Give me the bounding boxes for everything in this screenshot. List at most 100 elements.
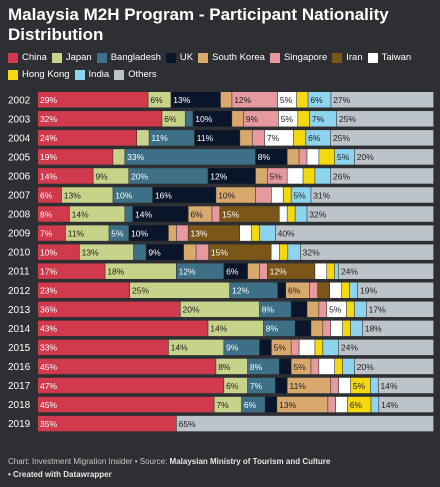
bar-row-2003: 2003 32% 6% 10% 9% 5% 7% 25% bbox=[8, 111, 434, 127]
bar-row-2010: 2010 10% 13% 9% 15% 32% bbox=[8, 244, 434, 260]
y-tick-label: 2010 bbox=[8, 248, 31, 259]
data-label: 5% bbox=[337, 152, 350, 162]
bar-segment-india bbox=[291, 187, 311, 203]
bar-segment-others bbox=[331, 168, 434, 184]
data-label: 11% bbox=[68, 228, 85, 238]
bar-segment-japan bbox=[148, 92, 171, 108]
bar-segment-uk bbox=[194, 130, 240, 146]
footer-source: Malaysian Ministry of Tourism and Cultur… bbox=[169, 457, 331, 466]
bar-segment-china bbox=[38, 225, 66, 241]
bar-row-2009: 2009 7% 11% 5% 10% 13% 40% bbox=[8, 225, 434, 241]
bar-segment-bangladesh bbox=[247, 377, 275, 394]
data-label: 9% bbox=[226, 343, 239, 353]
legend-swatch bbox=[165, 52, 176, 63]
bar-segment-hong-kong bbox=[287, 206, 295, 222]
bar-segment-south-korea bbox=[247, 263, 260, 279]
bar-segment-japan bbox=[130, 282, 230, 298]
bar-segment-china bbox=[38, 396, 214, 413]
bar-segment-south-korea bbox=[311, 320, 323, 337]
legend-item-singapore: Singapore bbox=[269, 51, 327, 64]
bar-segment-others bbox=[358, 282, 434, 298]
bar-segment-singapore bbox=[319, 301, 327, 318]
bar-segment-india bbox=[354, 301, 367, 318]
legend-swatch bbox=[332, 52, 343, 63]
bar-segment-hong-kong bbox=[315, 339, 323, 356]
legend-swatch bbox=[74, 69, 85, 80]
bar-segment-china bbox=[38, 358, 216, 375]
data-label: 18% bbox=[365, 324, 382, 334]
data-label: 5% bbox=[280, 95, 293, 105]
legend-label: Bangladesh bbox=[110, 52, 161, 63]
bar-segment-china bbox=[38, 377, 224, 394]
bar-segment-singapore bbox=[255, 187, 272, 203]
data-label: 26% bbox=[333, 171, 350, 181]
legend-item-japan: Japan bbox=[51, 51, 92, 64]
bar-segment-japan bbox=[208, 320, 264, 337]
data-label: 33% bbox=[127, 152, 144, 162]
bar-segment-uk bbox=[133, 206, 188, 222]
bar-segment-iran bbox=[208, 244, 271, 260]
data-label: 10% bbox=[131, 228, 148, 238]
legend-label: UK bbox=[179, 52, 194, 63]
bar-segment-taiwan bbox=[307, 149, 319, 165]
legend-item-hong-kong: Hong Kong bbox=[8, 68, 70, 81]
bar-segment-uk bbox=[171, 92, 221, 108]
bar-segment-china bbox=[38, 282, 130, 298]
bar-segment-south-korea bbox=[188, 206, 212, 222]
bar-segment-south-korea bbox=[255, 168, 268, 184]
bar-segment-bangladesh bbox=[263, 320, 295, 337]
bar-segment-india bbox=[335, 263, 339, 279]
data-label: 5% bbox=[274, 343, 287, 353]
data-label: 8% bbox=[218, 362, 231, 372]
bar-segment-bangladesh bbox=[241, 396, 265, 413]
bar-segment-singapore bbox=[259, 263, 268, 279]
chart-title: Malaysia M2H Program - Participant Natio… bbox=[8, 5, 389, 44]
data-label: 20% bbox=[357, 362, 374, 372]
bar-segment-hong-kong bbox=[293, 130, 306, 146]
bar-segment-taiwan bbox=[331, 320, 343, 337]
data-label: 20% bbox=[131, 171, 148, 181]
data-label: 14% bbox=[72, 209, 89, 219]
data-label: 17% bbox=[40, 267, 57, 277]
bar-segment-uk bbox=[224, 263, 248, 279]
bar-segment-others bbox=[366, 301, 434, 318]
bar-segment-singapore bbox=[310, 282, 318, 298]
bar-segment-hong-kong bbox=[327, 263, 335, 279]
bar-segment-china bbox=[38, 130, 137, 146]
data-label: 12% bbox=[210, 171, 227, 181]
data-label: 32% bbox=[303, 247, 320, 257]
bar-row-2008: 2008 8% 14% 14% 6% 15% 32% bbox=[8, 206, 434, 222]
bar-segment-india bbox=[308, 92, 331, 108]
bar-segment-bangladesh bbox=[176, 263, 224, 279]
data-label: 11% bbox=[151, 133, 168, 143]
data-label: 14% bbox=[171, 343, 188, 353]
bar-row-2004: 2004 24% 11% 11% 7% 6% 25% bbox=[8, 130, 434, 146]
legend-swatch bbox=[114, 69, 125, 80]
legend-swatch bbox=[8, 52, 18, 63]
bar-segment-india bbox=[323, 339, 339, 356]
bar-row-2015: 2015 33% 14% 9% 5% 24% bbox=[8, 339, 434, 356]
bar-segment-china bbox=[38, 92, 148, 108]
data-label: 12% bbox=[234, 95, 251, 105]
bar-segment-singapore bbox=[323, 320, 331, 337]
bar-segment-china bbox=[38, 263, 105, 279]
bar-row-2007: 2007 6% 13% 10% 16% 10% 5% 31% bbox=[8, 187, 434, 203]
bar-segment-hong-kong bbox=[251, 225, 260, 241]
bar-segment-others bbox=[338, 263, 434, 279]
data-label: 47% bbox=[40, 381, 57, 391]
bar-segment-south-korea bbox=[287, 149, 299, 165]
y-tick-label: 2002 bbox=[8, 95, 31, 106]
data-label: 32% bbox=[40, 114, 57, 124]
data-label: 13% bbox=[82, 247, 99, 257]
data-label: 5% bbox=[293, 190, 306, 200]
data-label: 14% bbox=[381, 381, 398, 391]
bar-segment-india bbox=[370, 377, 378, 394]
data-label: 35% bbox=[40, 419, 57, 429]
bar-segment-taiwan bbox=[277, 92, 297, 108]
y-tick-label: 2006 bbox=[8, 171, 31, 182]
bar-segment-south-korea bbox=[291, 358, 311, 375]
data-label: 9% bbox=[95, 171, 108, 181]
data-label: 8% bbox=[250, 362, 263, 372]
data-label: 5% bbox=[270, 171, 283, 181]
bar-segment-singapore bbox=[331, 377, 339, 394]
